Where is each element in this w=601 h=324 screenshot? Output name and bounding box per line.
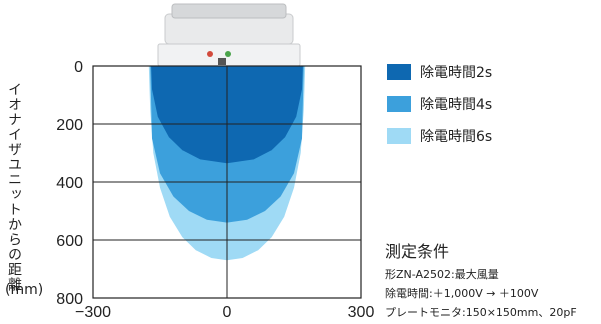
conditions-line: 形ZN-A2502:最大風量 (385, 268, 499, 281)
y-axis-unit: (mm) (5, 282, 44, 298)
legend-item-4s: 除電時間4s (387, 94, 492, 114)
y-tick-label: 0 (74, 59, 83, 76)
legend-label-4s: 除電時間4s (420, 97, 493, 113)
x-tick-label: −300 (75, 304, 111, 321)
conditions-line: 除電時間:＋1,000V → ＋100V (385, 287, 539, 300)
legend-item-6s: 除電時間6s (387, 126, 492, 146)
conditions-line: プレートモニタ:150×150mm、20pF (385, 306, 577, 319)
x-tick-label: 300 (348, 304, 375, 321)
legend-swatch-4s (387, 96, 411, 112)
y-tick-label: 600 (56, 233, 83, 250)
y-tick-label: 200 (56, 117, 83, 134)
y-axis-label: イオナイザユニットからの距離 (6, 82, 22, 292)
legend-swatch-6s (387, 128, 411, 144)
ionizer-unit-image (157, 3, 301, 67)
y-tick-label: 400 (56, 175, 83, 192)
legend-label-6s: 除電時間6s (420, 129, 493, 145)
y-tick-label: 800 (56, 291, 83, 308)
legend-swatch-2s (387, 64, 411, 80)
legend-item-2s: 除電時間2s (387, 62, 492, 82)
legend: 除電時間2s 除電時間4s 除電時間6s (387, 62, 492, 158)
x-tick-label: 0 (223, 304, 232, 321)
legend-label-2s: 除電時間2s (420, 65, 493, 81)
conditions-title: 測定条件 (385, 242, 450, 261)
measurement-conditions: 測定条件 形ZN-A2502:最大風量 除電時間:＋1,000V → ＋100V… (385, 238, 577, 322)
